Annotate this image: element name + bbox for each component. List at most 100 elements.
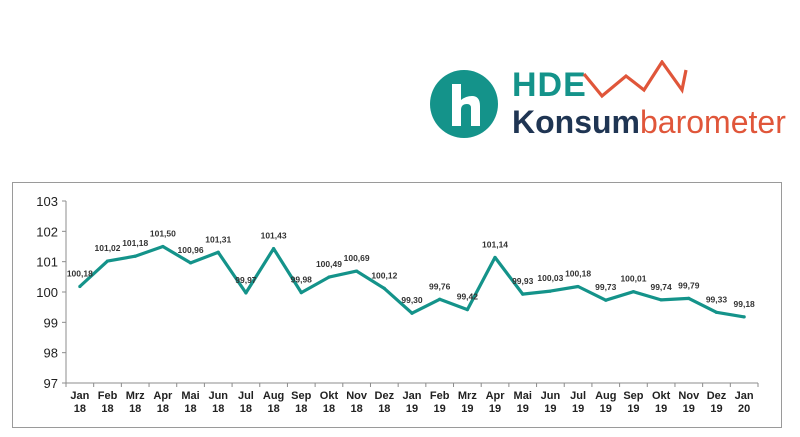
x-tick-label-year: 18 — [240, 403, 252, 415]
data-label: 101,50 — [150, 229, 176, 239]
x-tick-label-month: Apr — [153, 390, 173, 402]
x-tick-label-year: 18 — [184, 403, 196, 415]
data-label: 99,79 — [678, 280, 700, 290]
data-label: 101,43 — [261, 231, 287, 241]
x-tick-label-month: Jan — [70, 390, 89, 402]
data-label: 100,03 — [537, 273, 563, 283]
data-point — [161, 244, 165, 249]
x-tick-label-month: Jul — [238, 390, 254, 402]
data-label: 99,18 — [734, 299, 756, 309]
data-point — [521, 292, 525, 296]
data-point — [714, 310, 719, 314]
y-tick-label: 97 — [44, 376, 58, 391]
x-tick-label-year: 20 — [738, 403, 750, 415]
data-point — [244, 291, 248, 295]
data-point — [78, 284, 82, 289]
x-tick-label-year: 19 — [683, 403, 695, 415]
x-tick-label-year: 18 — [267, 403, 279, 415]
logo-brand-text: HDE — [512, 66, 587, 104]
data-label: 99,97 — [235, 275, 257, 285]
data-point — [355, 269, 359, 273]
x-tick-label-month: Aug — [263, 390, 284, 402]
hde-konsumbarometer-logo: HDE Konsumbarometer — [430, 60, 786, 150]
x-tick-label-month: Jul — [570, 390, 586, 402]
x-tick-label-month: Aug — [595, 390, 616, 402]
x-tick-label-year: 18 — [295, 403, 307, 415]
x-tick-label-year: 18 — [129, 403, 141, 415]
y-tick-label: 99 — [44, 315, 58, 330]
data-point — [687, 296, 691, 300]
y-tick-label: 101 — [36, 255, 58, 270]
data-label: 101,14 — [482, 239, 508, 249]
x-tick-label-month: Sep — [623, 390, 643, 402]
data-label: 100,18 — [565, 269, 591, 279]
x-tick-label-year: 19 — [517, 403, 529, 415]
x-tick-label-month: Jan — [403, 390, 422, 402]
data-label: 99,30 — [401, 295, 423, 305]
x-tick-label-year: 19 — [627, 403, 639, 415]
data-label: 101,02 — [95, 243, 121, 253]
data-label: 99,74 — [650, 282, 672, 292]
data-point — [659, 298, 663, 302]
data-label: 101,31 — [205, 234, 231, 244]
data-point — [631, 290, 636, 294]
x-tick-label-month: Jun — [208, 390, 228, 402]
data-label: 99,98 — [291, 275, 313, 285]
data-label: 100,12 — [371, 270, 397, 280]
x-tick-label-month: Jan — [735, 390, 754, 402]
data-point — [576, 284, 580, 289]
x-tick-label-year: 19 — [710, 403, 722, 415]
data-point — [438, 297, 442, 301]
x-tick-label-year: 19 — [461, 403, 473, 415]
x-tick-label-month: Nov — [678, 390, 700, 402]
x-tick-label-month: Sep — [291, 390, 311, 402]
data-point — [105, 259, 110, 263]
x-tick-label-year: 18 — [101, 403, 113, 415]
data-point — [272, 247, 276, 251]
chart-frame: 97 98 99 100 101 102 103 Jan 18 Feb 18 Mrz 18 Apr 18 M… — [12, 182, 782, 428]
data-label: 99,76 — [429, 281, 451, 291]
data-point — [133, 254, 137, 258]
x-tick-label-month: Jun — [541, 390, 561, 402]
data-label: 100,96 — [178, 245, 204, 255]
x-tick-label-year: 18 — [323, 403, 335, 415]
data-point — [216, 250, 220, 254]
data-point — [410, 311, 414, 315]
y-tick-label: 98 — [44, 346, 58, 361]
data-point — [548, 289, 553, 293]
logo-zigzag-icon — [582, 60, 688, 99]
data-label: 100,18 — [67, 269, 93, 279]
logo-word-konsum: Konsum — [512, 104, 640, 140]
x-tick-label-month: Mai — [181, 390, 199, 402]
x-tick-label-year: 19 — [406, 403, 418, 415]
x-tick-label-year: 18 — [351, 403, 363, 415]
x-tick-label-month: Okt — [320, 390, 339, 402]
data-label: 101,18 — [122, 238, 148, 248]
x-tick-label-month: Okt — [652, 390, 671, 402]
x-tick-label-year: 19 — [572, 403, 584, 415]
x-tick-label-year: 19 — [655, 403, 667, 415]
x-tick-label-year: 18 — [212, 403, 224, 415]
data-point — [493, 255, 497, 260]
x-tick-label-year: 19 — [544, 403, 556, 415]
hde-h-mark-icon — [452, 84, 480, 126]
data-label: 100,49 — [316, 259, 342, 269]
x-tick-label-month: Dez — [707, 390, 727, 402]
data-point — [188, 261, 193, 265]
data-point — [742, 315, 746, 319]
x-tick-label-month: Apr — [486, 390, 506, 402]
x-tick-label-year: 19 — [600, 403, 612, 415]
data-label: 99,93 — [512, 276, 534, 286]
x-tick-label-month: Dez — [375, 390, 395, 402]
x-tick-label-month: Feb — [98, 390, 118, 402]
x-tick-label-year: 18 — [378, 403, 390, 415]
x-tick-label-year: 19 — [489, 403, 501, 415]
x-tick-label-month: Mai — [514, 390, 532, 402]
y-tick-label: 102 — [36, 224, 58, 239]
data-label: 99,33 — [706, 294, 728, 304]
data-label: 99,42 — [457, 292, 479, 302]
data-label: 100,01 — [620, 274, 646, 284]
data-point — [382, 286, 386, 290]
data-point — [465, 307, 469, 312]
